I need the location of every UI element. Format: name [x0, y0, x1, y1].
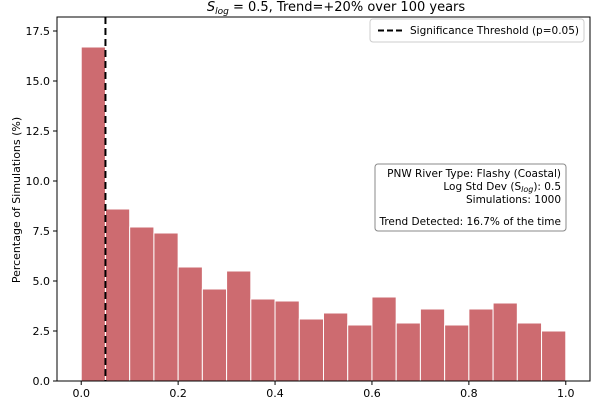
info-river-type: PNW River Type: Flashy (Coastal) — [387, 168, 561, 180]
histogram-bar — [226, 270, 252, 382]
histogram-bar — [177, 266, 203, 382]
histogram-bar — [274, 300, 300, 382]
chart-title: Slog = 0.5, Trend=+20% over 100 years — [207, 0, 466, 17]
x-axis-ticks: 0.0 0.2 0.4 0.6 0.8 1.0 — [72, 381, 575, 400]
info-box-frame — [374, 163, 567, 232]
y-tick-label: 2.5 — [33, 325, 51, 338]
y-tick-label: 7.5 — [33, 225, 51, 238]
legend-label: Significance Threshold (p=0.05) — [410, 25, 579, 37]
x-tick-label: 0.8 — [460, 387, 478, 400]
x-tick-label: 0.0 — [72, 387, 90, 400]
y-tick-label: 5.0 — [33, 275, 51, 288]
legend: Significance Threshold (p=0.05) — [369, 18, 585, 43]
y-axis-label: Percentage of Simulations (%) — [10, 117, 23, 283]
histogram-bar — [468, 308, 494, 382]
y-tick-label: 0.0 — [33, 375, 51, 388]
histogram-bar — [371, 296, 397, 382]
x-tick-label: 0.4 — [266, 387, 284, 400]
y-tick-label: 17.5 — [26, 25, 51, 38]
y-tick-label: 12.5 — [26, 125, 51, 138]
histogram-bar — [347, 324, 373, 382]
histogram-bar — [298, 318, 325, 382]
histogram-bars — [80, 46, 567, 382]
legend-box — [369, 18, 585, 43]
histogram-bar — [395, 322, 421, 382]
histogram-bar — [129, 226, 155, 382]
info-box: PNW River Type: Flashy (Coastal) Log Std… — [374, 163, 567, 232]
histogram-bar — [323, 312, 349, 382]
y-tick-label: 15.0 — [26, 75, 51, 88]
info-log-std-dev: Log Std Dev (Slog): 0.5 — [443, 181, 561, 194]
histogram-bar — [492, 302, 518, 382]
plot-area-frame — [56, 16, 591, 382]
x-tick-label: 0.6 — [363, 387, 381, 400]
histogram-bar — [201, 288, 228, 382]
histogram-bar — [250, 298, 276, 382]
x-tick-label: 0.2 — [169, 387, 187, 400]
y-axis-ticks: 0.0 2.5 5.0 7.5 10.0 12.5 15.0 17.5 — [26, 25, 57, 388]
histogram-bar — [104, 208, 131, 382]
info-simulations: Simulations: 1000 — [466, 194, 561, 206]
x-tick-label: 1.0 — [557, 387, 575, 400]
histogram-bar — [541, 330, 567, 382]
histogram-bar — [80, 46, 106, 382]
info-trend-detected: Trend Detected: 16.7% of the time — [378, 216, 561, 228]
histogram-bar — [444, 324, 470, 382]
y-tick-label: 10.0 — [26, 175, 51, 188]
histogram-bar — [419, 308, 446, 382]
histogram-bar — [153, 232, 179, 382]
histogram-bar — [516, 322, 543, 382]
